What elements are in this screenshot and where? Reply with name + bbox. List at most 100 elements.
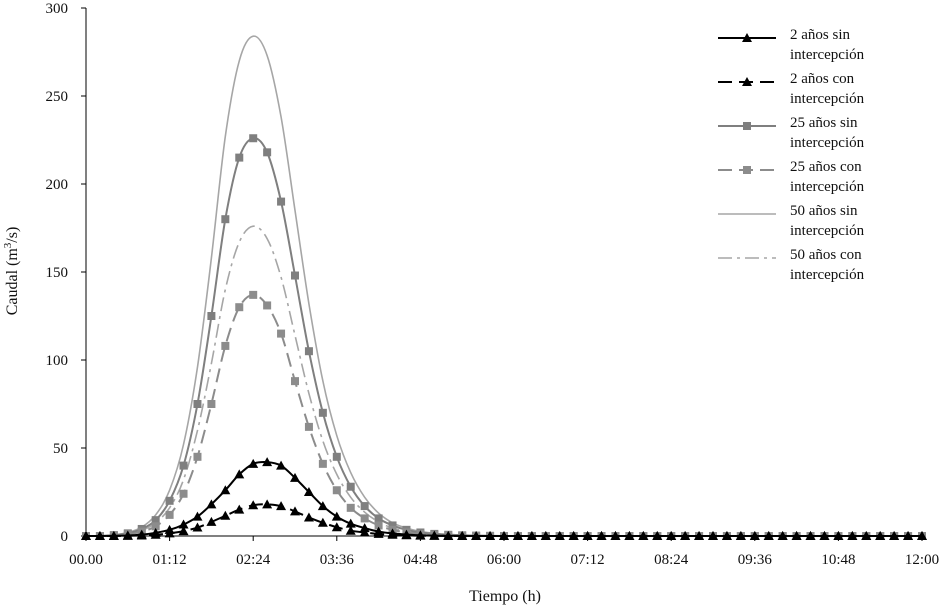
data-point [221, 215, 230, 224]
data-point [374, 521, 383, 530]
data-point [346, 482, 355, 491]
y-tick-label: 150 [46, 265, 69, 281]
y-axis-label-tail: /s) [4, 227, 21, 243]
legend-label: 50 años sin [790, 203, 858, 219]
data-point [291, 377, 299, 386]
y-tick-label: 300 [46, 1, 69, 17]
data-point [150, 529, 161, 539]
data-point [415, 530, 426, 540]
series-2 [82, 134, 926, 540]
x-tick-label: 00.00 [69, 552, 103, 568]
x-tick-label: 03:36 [320, 552, 355, 568]
data-point [749, 531, 760, 540]
data-point [249, 290, 258, 299]
data-point [694, 531, 705, 540]
data-point [136, 530, 147, 540]
data-point [192, 522, 203, 532]
legend-item-3: 25 años con intercepción [718, 159, 865, 195]
data-point [164, 528, 175, 538]
data-point [443, 531, 454, 540]
x-tick-label: 08:24 [654, 552, 689, 568]
data-point [485, 531, 496, 540]
data-point [276, 501, 287, 511]
series-0 [81, 457, 927, 540]
data-point [345, 525, 356, 535]
legend-label: 2 años sin [790, 27, 851, 43]
data-point [374, 514, 383, 523]
data-point [624, 531, 635, 540]
data-point [540, 531, 551, 540]
legend-item-5: 50 años con intercepción [718, 247, 865, 283]
x-axis-label: Tiempo (h) [469, 588, 541, 605]
data-point [165, 496, 174, 505]
data-point [234, 504, 245, 514]
data-point [346, 503, 355, 512]
data-point [248, 500, 259, 510]
legend-label: intercepción [790, 179, 865, 195]
data-point [889, 531, 900, 540]
data-point [318, 408, 327, 417]
data-point [277, 197, 286, 206]
data-point [471, 531, 482, 540]
axes: 0 50 100 150 200 250 300 00.00 01:12 02:24 03:36 04… [46, 1, 939, 568]
data-point [847, 531, 858, 540]
data-point [290, 472, 300, 482]
data-point [360, 514, 369, 523]
y-tick-label: 100 [46, 353, 69, 369]
legend-label: intercepción [790, 135, 865, 151]
legend-label: 25 años con [790, 159, 862, 175]
x-tick-label: 04:48 [403, 552, 437, 568]
data-point [108, 531, 119, 540]
data-point [680, 531, 691, 540]
x-tick-label: 01:12 [153, 552, 187, 568]
data-point [317, 517, 328, 527]
data-point [791, 531, 802, 540]
data-point [317, 501, 328, 511]
data-point [178, 526, 189, 536]
data-point [401, 530, 412, 540]
legend-swatch-marker [743, 166, 751, 174]
data-point [708, 531, 718, 540]
data-point [512, 531, 523, 540]
data-point [360, 502, 369, 511]
data-point [165, 510, 174, 519]
data-point [331, 522, 342, 532]
data-point [178, 519, 189, 529]
data-point [388, 521, 397, 530]
data-point [179, 461, 188, 470]
data-point [805, 531, 816, 540]
data-point [610, 531, 621, 540]
data-point [568, 531, 579, 540]
legend-label: 50 años con [790, 247, 862, 263]
data-point [903, 531, 914, 540]
data-point [234, 469, 245, 479]
legend-swatch-marker [743, 122, 751, 130]
data-point [303, 487, 314, 496]
legend-item-4: 50 años sin intercepción [718, 203, 865, 239]
data-point [861, 531, 872, 540]
data-point [179, 489, 188, 498]
data-point [122, 530, 133, 540]
data-point [526, 531, 537, 540]
data-point [220, 485, 231, 495]
data-point [582, 531, 593, 540]
data-point [263, 301, 272, 310]
data-point [763, 531, 774, 540]
y-axis-label-main: Caudal (m [4, 248, 21, 316]
data-point [429, 530, 440, 540]
data-point [457, 531, 468, 540]
series-1 [81, 499, 927, 540]
x-tick-label: 10:48 [821, 552, 855, 568]
data-point [81, 531, 91, 540]
y-axis-label: Caudal (m3/s) [2, 227, 21, 316]
data-point [303, 512, 314, 522]
x-tick-label: 07:12 [571, 552, 605, 568]
data-point [207, 400, 216, 408]
data-point [875, 531, 886, 540]
data-point [777, 531, 788, 540]
y-tick-label: 0 [61, 529, 69, 545]
data-point [235, 303, 244, 312]
data-point [220, 510, 231, 520]
x-tick-label: 09:36 [738, 552, 773, 568]
legend-item-0: 2 años sin intercepción [718, 27, 865, 63]
